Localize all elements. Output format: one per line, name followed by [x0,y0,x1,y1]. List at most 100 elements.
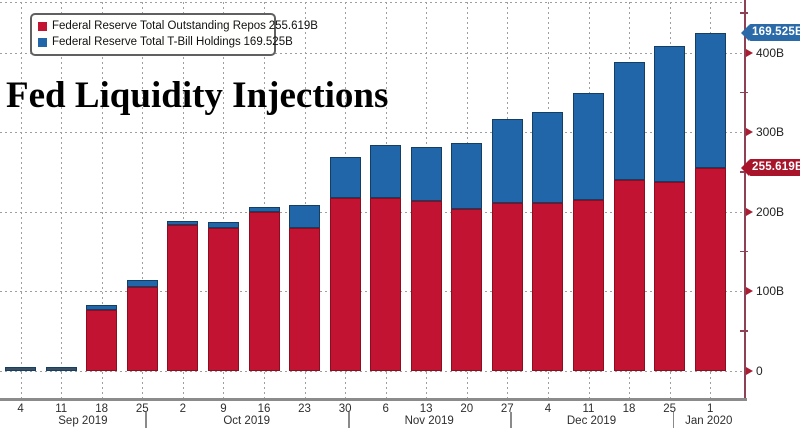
x-month-label-jan-2020: Jan 2020 [685,415,733,427]
bar-oct-30-2019-repo-segment [329,198,361,371]
x-day-label-sep-2019-18: 18 [95,403,109,415]
x-day-label-dec-2019-4: 4 [544,403,552,415]
y-tick-label-400b: 400B [756,45,785,60]
bar-dec-4-2019-tbill-segment [532,111,564,203]
bar-jan-1-2020-repo-segment [694,167,726,371]
y-tick-arrow-icon-300b [746,128,753,137]
bar-nov-20-2019-tbill-segment [451,143,483,209]
x-day-label-nov-2019-6: 6 [382,403,389,415]
gridline-v-sep-18-2019 [101,2,103,398]
month-separator-nov-2019 [510,412,512,428]
bar-oct-30-2019-tbill-segment [329,156,361,199]
legend-item-repos[interactable]: Federal Reserve Total Outstanding Repos … [38,18,318,34]
x-day-label-dec-2019-11: 11 [582,403,595,415]
repos-swatch-icon [38,21,47,31]
y-tick-arrow-icon-400b [746,48,753,57]
bar-oct-23-2019-tbill-segment [289,204,320,228]
y-minor-tick-50 [740,330,748,332]
gridline-h-0 [0,370,745,372]
bar-dec-18-2019-tbill-segment [613,62,645,180]
bar-sep-11-2019-tbill-segment [45,366,77,371]
gridline-v-sep-25-2019 [142,2,144,398]
bar-sep-25-2019-tbill-segment [126,280,158,288]
month-separator-dec-2019 [672,412,675,428]
bar-nov-27-2019-repo-segment [491,203,523,371]
y-tick-arrow-icon-200b [746,207,753,216]
bar-sep-18-2019-tbill-segment [86,304,118,310]
chart-title: Fed Liquidity Injections [6,75,389,116]
gridline-v-oct-2-2019 [182,2,184,398]
tbills-swatch-icon [38,37,47,47]
x-day-label-sep-2019-25: 25 [135,403,149,415]
bar-sep-25-2019-repo-segment [126,287,158,371]
legend-item-tbills[interactable]: Federal Reserve Total T-Bill Holdings 16… [38,34,293,50]
badge-value: 169.525B [749,24,800,42]
gridline-v-oct-23-2019 [304,2,306,398]
badge-arrow-icon [741,159,749,176]
y-tick-label-300b: 300B [756,125,785,140]
gridline-h-300b [0,132,745,134]
x-day-label-nov-2019-27: 27 [500,403,514,415]
badge-value: 255.619B [749,159,800,177]
x-day-label-sep-2019-4: 4 [17,403,24,415]
x-day-label-oct-2019-16: 16 [257,403,271,415]
y-tick-label-100b: 100B [756,284,785,299]
bar-nov-20-2019-repo-segment [451,208,483,371]
bar-jan-1-2020-tbill-segment [694,32,726,168]
bar-sep-18-2019-repo-segment [86,309,118,371]
axis-badge-255-619b: 255.619B [741,159,800,177]
bar-oct-16-2019-tbill-segment [248,207,280,212]
bar-oct-16-2019-repo-segment [248,211,280,371]
gridline-h-400b [0,52,745,54]
x-day-label-oct-2019-23: 23 [298,403,311,415]
x-axis-line [0,398,747,401]
bar-oct-2-2019-tbill-segment [167,220,199,226]
badge-arrow-icon [741,24,749,41]
month-separator-oct-2019 [348,412,350,428]
y-tick-arrow-icon-100b [746,287,753,296]
bar-sep-4-2019-tbill-segment [5,366,37,371]
y-tick-arrow-icon-0 [746,366,753,375]
x-day-label-dec-2019-25: 25 [663,403,676,415]
bar-nov-13-2019-repo-segment [410,200,442,371]
y-tick-label-0: 0 [756,363,763,378]
right-axis-spine [744,0,746,401]
bar-oct-9-2019-repo-segment [207,227,239,371]
axis-badge-169-525b: 169.525B [741,24,800,42]
y-minor-tick-150 [740,250,748,253]
y-minor-tick-350 [740,91,748,94]
x-month-label-oct-2019: Oct 2019 [223,415,271,427]
bar-nov-13-2019-tbill-segment [410,147,442,201]
x-day-label-dec-2019-18: 18 [622,403,636,415]
top-frame-line [0,2,745,3]
bar-oct-2-2019-repo-segment [167,225,199,371]
legend-item-label: Federal Reserve Total Outstanding Repos [52,20,266,32]
x-day-label-oct-2019-2: 2 [179,403,186,415]
y-minor-tick-450 [740,12,748,14]
gridline-v-sep-11-2019 [61,2,63,398]
x-month-label-sep-2019: Sep 2019 [58,415,108,427]
bar-dec-25-2019-tbill-segment [654,46,686,182]
legend-box: Federal Reserve Total Outstanding Repos … [30,13,318,56]
x-day-label-nov-2019-20: 20 [460,403,474,415]
gridline-v-sep-4-2019 [20,2,22,398]
gridline-v-oct-16-2019 [264,2,265,398]
bar-dec-18-2019-repo-segment [613,180,645,371]
x-day-label-oct-2019-30: 30 [338,403,352,415]
x-day-label-sep-2019-11: 11 [55,403,68,415]
bar-dec-25-2019-repo-segment [654,181,686,371]
legend-item-value: 169.525B [243,36,293,48]
bar-dec-11-2019-repo-segment [573,199,604,371]
legend-item-value: 255.619B [268,20,318,32]
bar-nov-6-2019-repo-segment [370,198,402,371]
y-tick-label-200b: 200B [756,204,785,219]
bar-oct-9-2019-tbill-segment [207,222,239,228]
bar-oct-23-2019-repo-segment [289,227,320,371]
gridline-v-oct-9-2019 [223,2,225,398]
x-day-label-nov-2019-13: 13 [419,403,433,415]
bar-dec-4-2019-repo-segment [532,203,564,371]
x-day-label-jan-2020-1: 1 [706,403,714,415]
x-month-label-nov-2019: Nov 2019 [404,415,454,427]
